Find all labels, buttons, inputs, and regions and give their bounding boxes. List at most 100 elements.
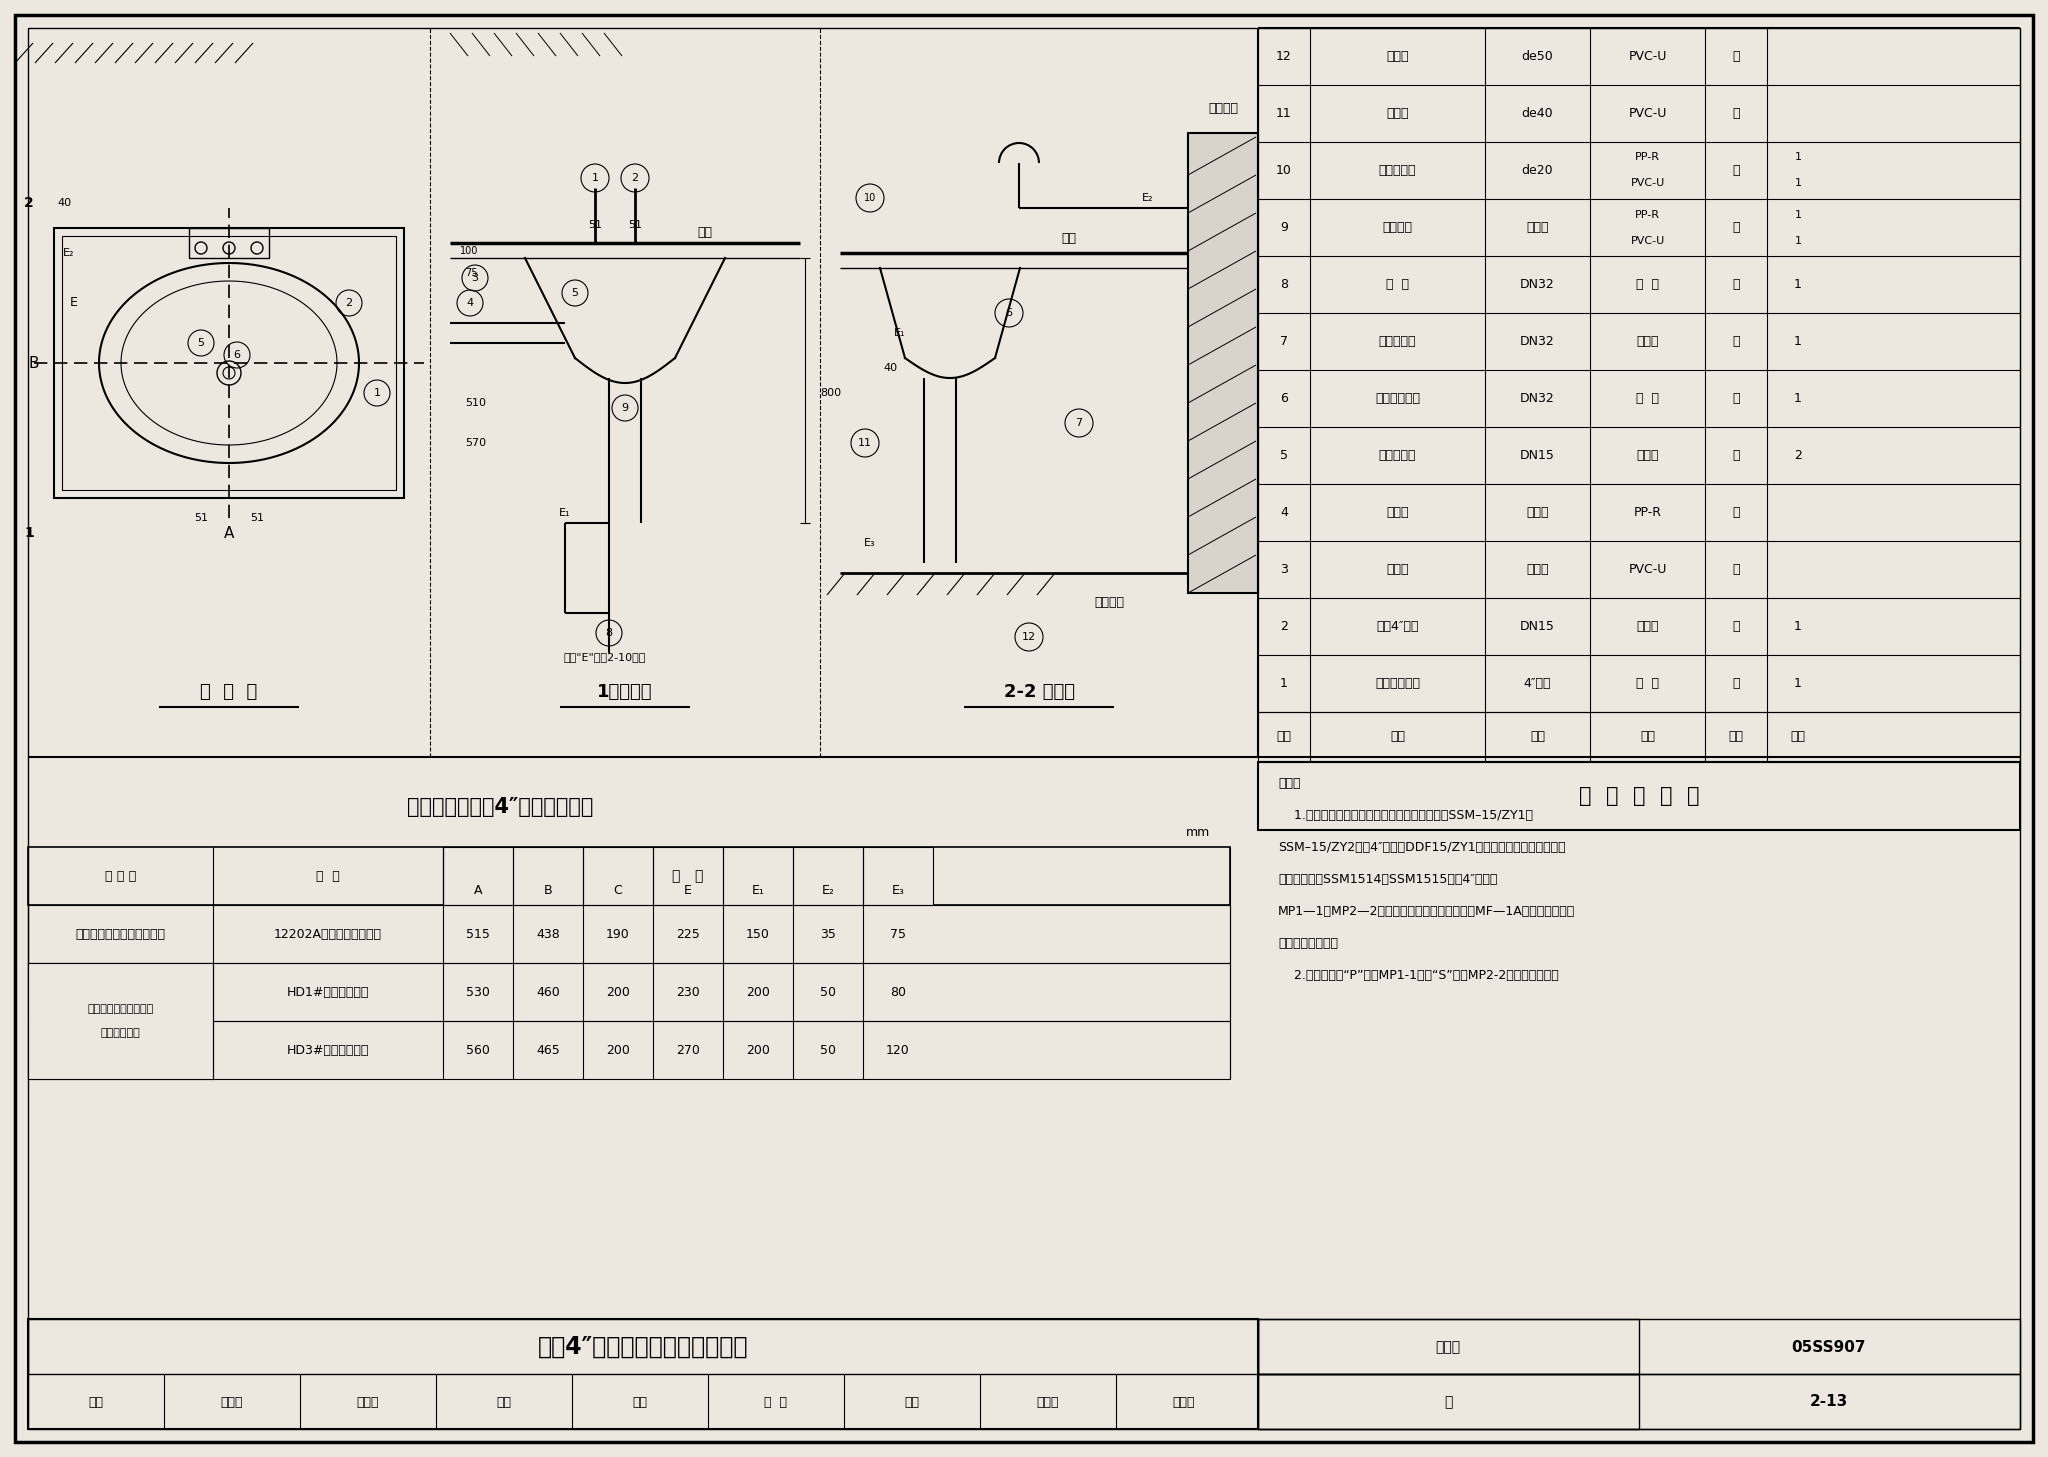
Text: 80: 80: [891, 985, 905, 998]
Text: PP-R: PP-R: [1634, 210, 1661, 220]
Text: 270: 270: [676, 1043, 700, 1056]
Text: 570: 570: [465, 439, 485, 447]
Text: 2.存水弯采用“P”型（MP1-1）或“S”型（MP2-2）由设计决定。: 2.存水弯采用“P”型（MP1-1）或“S”型（MP2-2）由设计决定。: [1278, 969, 1559, 982]
Text: 平  面  图: 平 面 图: [201, 683, 258, 701]
Text: E₁: E₁: [752, 884, 764, 898]
Text: 钢锕罗: 钢锕罗: [1636, 449, 1659, 462]
Text: 200: 200: [606, 1043, 631, 1056]
Text: PP-R: PP-R: [1634, 506, 1661, 519]
Text: SSM–15/ZY2双朄4″龙头、DDF15/ZY1陶瓷围芯阀及广西平南水暖: SSM–15/ZY2双朄4″龙头、DDF15/ZY1陶瓷围芯阀及广西平南水暖: [1278, 841, 1565, 854]
Text: 1.本图系拡广西中富洁具装置有限公司生产的SSM–15/ZY1、: 1.本图系拡广西中富洁具装置有限公司生产的SSM–15/ZY1、: [1278, 809, 1534, 822]
Text: 1: 1: [1794, 335, 1802, 348]
Text: 75: 75: [891, 928, 905, 941]
Text: 张  扏: 张 扏: [764, 1396, 788, 1409]
Text: DN32: DN32: [1520, 278, 1554, 291]
Text: 编号: 编号: [1276, 730, 1292, 743]
Text: 11: 11: [1276, 106, 1292, 119]
Text: 1: 1: [1794, 278, 1802, 291]
Text: 560: 560: [467, 1043, 489, 1056]
Text: 钢锕罗: 钢锕罗: [1636, 621, 1659, 632]
Text: E₃: E₃: [864, 538, 877, 548]
Text: 张森: 张森: [633, 1396, 647, 1409]
Text: HD1#台上式洗脸盆: HD1#台上式洗脸盆: [287, 985, 369, 998]
Text: 438: 438: [537, 928, 559, 941]
Text: 4: 4: [1280, 506, 1288, 519]
Text: 51: 51: [588, 220, 602, 230]
Text: E: E: [684, 884, 692, 898]
Text: 12202A海伦台上式洗脸盆: 12202A海伦台上式洗脸盆: [274, 928, 383, 941]
Text: 双柄4″龙头台上式洗脸盆安装图: 双柄4″龙头台上式洗脸盆安装图: [539, 1335, 748, 1359]
Text: mm: mm: [1186, 826, 1210, 838]
Text: E: E: [70, 297, 78, 309]
Text: 股份有限公司: 股份有限公司: [100, 1029, 141, 1037]
Text: 05SS907: 05SS907: [1792, 1339, 1866, 1355]
Text: 7: 7: [1075, 418, 1083, 428]
Bar: [29, 1319, 1257, 1374]
Text: 8: 8: [1280, 278, 1288, 291]
Text: 重庆四维瓷业股份有限公司: 重庆四维瓷业股份有限公司: [76, 928, 166, 941]
Text: 按设计: 按设计: [1526, 506, 1548, 519]
Text: 3: 3: [471, 272, 479, 283]
Text: 个: 个: [1733, 221, 1739, 235]
Text: 图集号: 图集号: [1436, 1340, 1460, 1354]
Text: 排水管: 排水管: [1386, 106, 1409, 119]
Text: 800: 800: [819, 388, 842, 398]
Text: 2-2 剖面图: 2-2 剖面图: [1004, 683, 1075, 701]
Text: 1: 1: [1794, 210, 1802, 220]
Text: 角式截止阀: 角式截止阀: [1378, 449, 1417, 462]
Text: 2: 2: [631, 173, 639, 184]
Text: 主  要  材  料  表: 主 要 材 料 表: [1579, 785, 1700, 806]
Text: 8: 8: [606, 628, 612, 638]
Bar: [53, 227, 403, 498]
Text: 9: 9: [1280, 221, 1288, 235]
Text: 节点"E"见第2-10页图: 节点"E"见第2-10页图: [563, 651, 647, 661]
Text: 230: 230: [676, 985, 700, 998]
Text: 2-13: 2-13: [1810, 1394, 1847, 1409]
Text: 5: 5: [197, 338, 205, 348]
Text: 200: 200: [606, 985, 631, 998]
Text: 台面: 台面: [1061, 232, 1077, 245]
Text: 465: 465: [537, 1043, 559, 1056]
Bar: [29, 905, 1231, 963]
Text: 1－剖面图: 1－剖面图: [598, 683, 653, 701]
Text: 台上式洗脸盆: 台上式洗脸盆: [1374, 678, 1419, 691]
Text: PVC-U: PVC-U: [1628, 562, 1667, 576]
Text: PVC-U: PVC-U: [1628, 106, 1667, 119]
Text: 200: 200: [745, 1043, 770, 1056]
Text: 名称: 名称: [1391, 730, 1405, 743]
Text: 51: 51: [629, 220, 641, 230]
Text: 11: 11: [858, 439, 872, 447]
Text: DN32: DN32: [1520, 335, 1554, 348]
Text: de40: de40: [1522, 106, 1552, 119]
Text: B: B: [543, 884, 553, 898]
Text: 460: 460: [537, 985, 559, 998]
Text: 型  号: 型 号: [315, 870, 340, 883]
Text: 510: 510: [465, 398, 485, 408]
Text: 150: 150: [745, 928, 770, 941]
Text: B: B: [29, 356, 39, 370]
Bar: [1257, 762, 2019, 830]
Bar: [1257, 1319, 1638, 1374]
Text: 台上式洗脸盆（4″三孔）尺寸表: 台上式洗脸盆（4″三孔）尺寸表: [408, 797, 594, 817]
Text: 材料: 材料: [1640, 730, 1655, 743]
Text: 4: 4: [467, 299, 473, 307]
Text: 1: 1: [1280, 678, 1288, 691]
Bar: [29, 1319, 1257, 1429]
Text: 排水管: 排水管: [1386, 50, 1409, 63]
Text: 米: 米: [1733, 506, 1739, 519]
Text: de50: de50: [1522, 50, 1552, 63]
Text: 50: 50: [819, 985, 836, 998]
Text: 530: 530: [467, 985, 489, 998]
Text: 10: 10: [1276, 165, 1292, 176]
Text: 金配件尺寸制造。: 金配件尺寸制造。: [1278, 937, 1337, 950]
Bar: [29, 963, 1231, 1021]
Text: 5: 5: [571, 288, 578, 299]
Text: 鲁宏深: 鲁宏深: [221, 1396, 244, 1409]
Text: A: A: [223, 526, 233, 541]
Text: 审核: 审核: [88, 1396, 104, 1409]
Text: 唐山嘉达陶瓷（集团）: 唐山嘉达陶瓷（集团）: [88, 1004, 154, 1014]
Text: 陌  瓷: 陌 瓷: [1636, 678, 1659, 691]
Text: 个: 个: [1733, 449, 1739, 462]
Text: 卢又华: 卢又华: [1174, 1396, 1196, 1409]
Text: 校对: 校对: [496, 1396, 512, 1409]
